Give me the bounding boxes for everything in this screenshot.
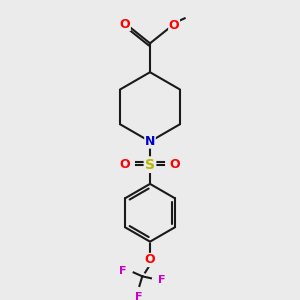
Text: S: S bbox=[145, 158, 155, 172]
Text: F: F bbox=[135, 292, 142, 300]
Text: O: O bbox=[120, 18, 130, 31]
Text: F: F bbox=[119, 266, 127, 275]
Text: F: F bbox=[158, 275, 165, 285]
Text: O: O bbox=[145, 254, 155, 266]
Text: O: O bbox=[170, 158, 180, 171]
Text: N: N bbox=[145, 135, 155, 148]
Text: O: O bbox=[169, 20, 179, 32]
Text: O: O bbox=[120, 158, 130, 171]
